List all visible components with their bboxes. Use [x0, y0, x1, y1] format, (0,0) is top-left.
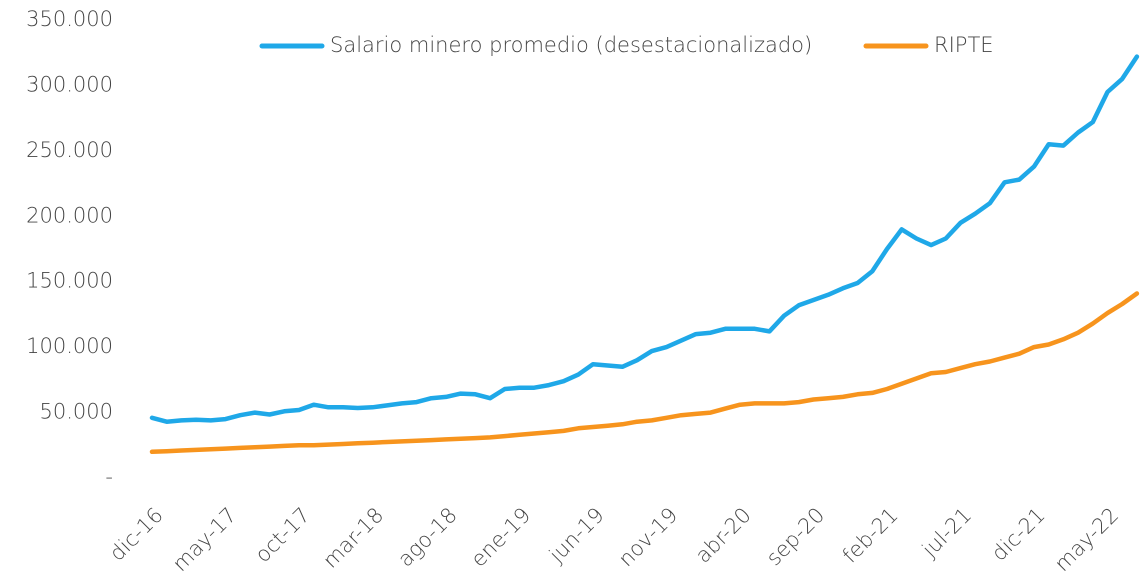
x-tick-label: dic-21 [987, 503, 1050, 566]
y-tick-label: 100.000 [26, 334, 113, 358]
x-tick-label: may-22 [1050, 503, 1123, 571]
legend-label: Salario minero promedio (desestacionaliz… [330, 33, 812, 57]
y-tick-label: 250.000 [26, 138, 113, 162]
y-tick-label: 150.000 [26, 269, 113, 293]
y-tick-label: 200.000 [26, 203, 113, 227]
x-tick-label: ago-18 [393, 503, 462, 571]
x-tick-label: abr-20 [691, 503, 756, 568]
x-tick-label: dic-16 [105, 503, 168, 566]
x-tick-label: jul-21 [917, 503, 977, 563]
legend-label: RIPTE [934, 33, 994, 57]
line-series [149, 291, 1140, 455]
y-tick-label: 300.000 [26, 72, 113, 96]
x-tick-label: sep-20 [762, 503, 830, 571]
y-tick-label: 50.000 [40, 400, 113, 424]
x-tick-label: oct-17 [250, 503, 314, 567]
x-tick-label: mar-18 [318, 503, 388, 571]
x-tick-label: feb-21 [838, 503, 903, 568]
x-tick-label: may-17 [168, 503, 241, 571]
y-tick-label: - [105, 465, 113, 489]
x-tick-label: jun-19 [544, 503, 609, 568]
y-tick-label: 350.000 [26, 7, 113, 31]
line-series [149, 54, 1140, 424]
x-tick-label: nov-19 [614, 503, 683, 571]
x-tick-label: ene-19 [466, 503, 535, 571]
